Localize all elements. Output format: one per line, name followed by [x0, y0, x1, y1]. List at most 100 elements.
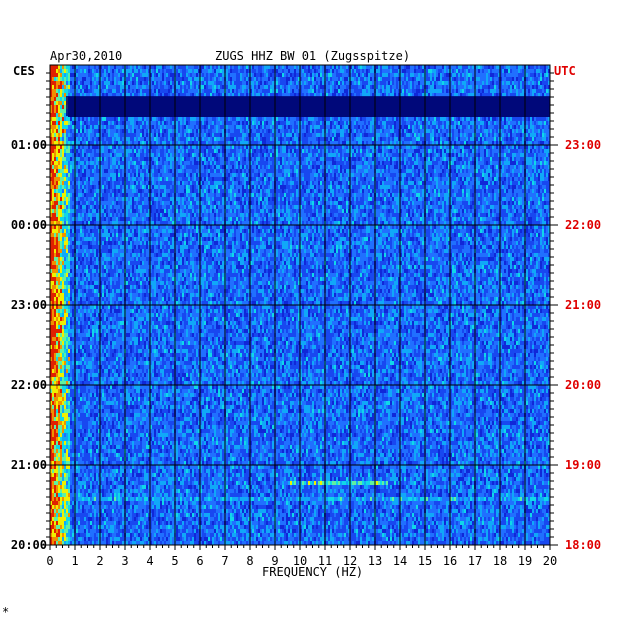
spectrogram-cell	[464, 117, 466, 121]
spectrogram-cell	[136, 125, 138, 129]
spectrogram-cell	[146, 81, 148, 85]
spectrogram-cell	[82, 149, 84, 153]
spectrogram-cell	[452, 65, 454, 69]
spectrogram-cell	[96, 81, 98, 85]
spectrogram-cell	[536, 137, 538, 141]
spectrogram-cell	[346, 73, 348, 77]
spectrogram-cell	[226, 137, 228, 141]
spectrogram-cell	[344, 73, 346, 77]
spectrogram-cell	[126, 69, 128, 73]
spectrogram-cell	[418, 77, 420, 81]
spectrogram-cell	[332, 137, 334, 141]
spectrogram-cell	[196, 141, 198, 145]
spectrogram-cell	[458, 69, 460, 73]
spectrogram-cell	[196, 125, 198, 129]
spectrogram-cell	[354, 129, 356, 133]
spectrogram-cell	[256, 129, 258, 133]
spectrogram-cell	[76, 117, 78, 121]
spectrogram-cell	[204, 141, 206, 145]
spectrogram-cell	[406, 117, 408, 121]
spectrogram-cell	[480, 133, 482, 137]
spectrogram-cell	[242, 145, 244, 149]
spectrogram-cell	[240, 81, 242, 85]
spectrogram-cell	[370, 125, 372, 129]
spectrogram-cell	[88, 149, 90, 153]
spectrogram-cell	[260, 85, 262, 89]
spectrogram-cell	[522, 141, 524, 145]
spectrogram-cell	[364, 129, 366, 133]
spectrogram-cell	[288, 149, 290, 153]
spectrogram-cell	[154, 69, 156, 73]
spectrogram-cell	[356, 81, 358, 85]
spectrogram-cell	[460, 69, 462, 73]
spectrogram-cell	[118, 133, 120, 137]
spectrogram-cell	[412, 73, 414, 77]
spectrogram-cell	[66, 141, 68, 145]
spectrogram-cell	[208, 129, 210, 133]
spectrogram-cell	[206, 117, 208, 121]
spectrogram-cell	[390, 145, 392, 149]
spectrogram-cell	[70, 85, 72, 89]
spectrogram-cell	[306, 121, 308, 125]
spectrogram-cell	[156, 149, 158, 153]
spectrogram-cell	[360, 121, 362, 125]
spectrogram-cell	[414, 77, 416, 81]
spectrogram-cell	[112, 145, 114, 149]
spectrogram-cell	[386, 129, 388, 133]
spectrogram-cell	[152, 133, 154, 137]
spectrogram-cell	[108, 129, 110, 133]
spectrogram-cell	[94, 137, 96, 141]
spectrogram-cell	[310, 121, 312, 125]
spectrogram-cell	[428, 117, 430, 121]
spectrogram-cell	[306, 141, 308, 145]
spectrogram-cell	[532, 77, 534, 81]
spectrogram-cell	[472, 81, 474, 85]
spectrogram-cell	[396, 89, 398, 93]
spectrogram-cell	[192, 129, 194, 133]
spectrogram-cell	[222, 137, 224, 141]
spectrogram-cell	[356, 85, 358, 89]
spectrogram-cell	[520, 125, 522, 129]
spectrogram-cell	[282, 89, 284, 93]
spectrogram-cell	[52, 97, 54, 101]
spectrogram-cell	[378, 81, 380, 85]
spectrogram-cell	[522, 129, 524, 133]
spectrogram-cell	[522, 85, 524, 89]
spectrogram-cell	[204, 73, 206, 77]
spectrogram-cell	[92, 65, 94, 69]
spectrogram-cell	[184, 73, 186, 77]
spectrogram-cell	[204, 89, 206, 93]
spectrogram-cell	[434, 125, 436, 129]
spectrogram-cell	[442, 137, 444, 141]
spectrogram-cell	[362, 125, 364, 129]
spectrogram-cell	[164, 81, 166, 85]
spectrogram-cell	[232, 125, 234, 129]
spectrogram-cell	[522, 77, 524, 81]
spectrogram-cell	[504, 81, 506, 85]
spectrogram-cell	[58, 93, 60, 97]
spectrogram-cell	[182, 133, 184, 137]
spectrogram-cell	[212, 85, 214, 89]
spectrogram-cell	[544, 129, 546, 133]
spectrogram-cell	[316, 125, 318, 129]
spectrogram-cell	[262, 149, 264, 153]
spectrogram-cell	[240, 69, 242, 73]
spectrogram-cell	[384, 69, 386, 73]
spectrogram-cell	[202, 73, 204, 77]
spectrogram-cell	[470, 77, 472, 81]
spectrogram-cell	[458, 89, 460, 93]
spectrogram-cell	[172, 133, 174, 137]
spectrogram-cell	[256, 89, 258, 93]
spectrogram-cell	[458, 145, 460, 149]
spectrogram-cell	[252, 129, 254, 133]
spectrogram-cell	[104, 117, 106, 121]
spectrogram-cell	[66, 117, 68, 121]
spectrogram-cell	[266, 81, 268, 85]
spectrogram-cell	[176, 89, 178, 93]
spectrogram-cell	[410, 73, 412, 77]
spectrogram-cell	[158, 73, 160, 77]
spectrogram-cell	[194, 149, 196, 153]
spectrogram-cell	[112, 129, 114, 133]
spectrogram-cell	[120, 137, 122, 141]
spectrogram-cell	[68, 81, 70, 85]
